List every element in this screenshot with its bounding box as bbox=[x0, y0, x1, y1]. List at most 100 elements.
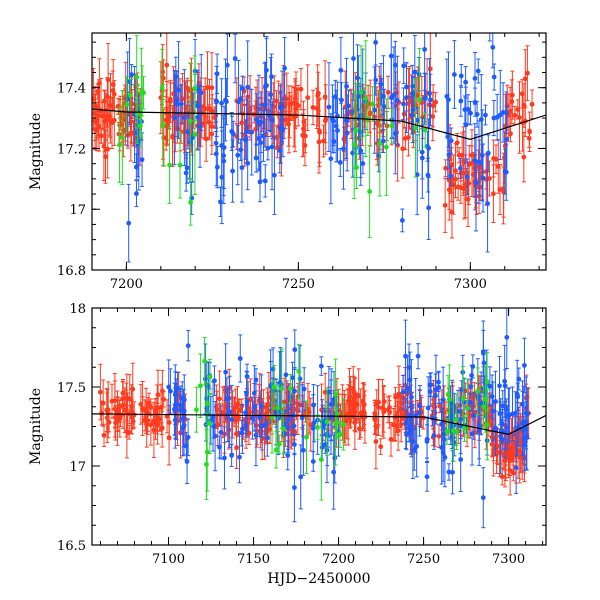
data-point-red bbox=[286, 101, 291, 147]
data-point-blue bbox=[168, 368, 173, 414]
data-point-green bbox=[383, 98, 389, 196]
data-point-red bbox=[203, 115, 209, 162]
data-point-blue bbox=[502, 148, 508, 195]
data-point-green bbox=[276, 434, 282, 454]
data-point-red bbox=[378, 438, 384, 455]
data-point-red bbox=[521, 131, 527, 183]
data-point-red bbox=[443, 159, 449, 178]
data-point-red bbox=[517, 81, 522, 154]
data-point-blue bbox=[506, 387, 511, 444]
data-point-red bbox=[314, 87, 320, 130]
x-tick-label: 7250 bbox=[407, 552, 440, 567]
x-tick-label: 7250 bbox=[282, 277, 315, 292]
data-point-red bbox=[220, 386, 226, 439]
data-point-blue bbox=[516, 406, 521, 447]
data-point-blue bbox=[232, 33, 238, 84]
data-point-blue bbox=[301, 367, 307, 411]
data-point-green bbox=[422, 112, 428, 148]
data-point-blue bbox=[229, 111, 235, 151]
data-point-blue bbox=[414, 415, 420, 478]
data-point-blue bbox=[485, 134, 491, 172]
data-point-blue bbox=[223, 343, 229, 402]
data-point-blue bbox=[494, 93, 500, 141]
data-point-green bbox=[198, 353, 203, 419]
data-point-blue bbox=[269, 103, 275, 191]
data-point-blue bbox=[392, 92, 398, 175]
data-point-blue bbox=[431, 421, 437, 450]
data-point-red bbox=[495, 138, 501, 194]
data-point-red bbox=[100, 379, 106, 427]
data-point-blue bbox=[399, 208, 405, 233]
data-point-green bbox=[204, 428, 209, 500]
data-point-red bbox=[388, 422, 394, 457]
data-point-red bbox=[103, 129, 108, 184]
data-point-blue bbox=[487, 33, 492, 42]
data-point-red bbox=[291, 86, 297, 148]
data-point-green bbox=[444, 417, 450, 445]
data-point-green bbox=[273, 431, 279, 469]
data-point-blue bbox=[522, 337, 527, 394]
y-axis-label: Magnitude bbox=[28, 113, 44, 190]
y-tick-label: 16.5 bbox=[57, 539, 86, 554]
data-point-blue bbox=[464, 158, 470, 196]
data-point-red bbox=[376, 379, 382, 426]
data-point-red bbox=[527, 111, 533, 153]
data-point-green bbox=[475, 367, 481, 415]
data-point-blue bbox=[458, 85, 464, 117]
data-point-blue bbox=[328, 113, 334, 205]
data-point-red bbox=[497, 164, 503, 216]
data-point-green bbox=[333, 380, 338, 466]
data-point-blue bbox=[236, 59, 241, 144]
data-point-red bbox=[352, 392, 357, 431]
data-point-blue bbox=[440, 422, 446, 482]
data-point-green bbox=[287, 374, 293, 404]
y-tick-label: 17.5 bbox=[57, 381, 86, 396]
data-point-blue bbox=[259, 401, 265, 451]
data-point-green bbox=[275, 383, 281, 433]
x-tick-label: 7150 bbox=[237, 552, 270, 567]
data-point-blue bbox=[341, 107, 346, 190]
data-point-red bbox=[145, 405, 151, 435]
data-point-green bbox=[315, 414, 320, 441]
model-curve bbox=[92, 108, 546, 140]
data-point-blue bbox=[235, 125, 241, 186]
data-point-blue bbox=[401, 47, 407, 85]
y-axis-label: Magnitude bbox=[28, 388, 44, 465]
data-point-green bbox=[134, 35, 140, 120]
x-axis-label: HJD−2450000 bbox=[267, 571, 370, 587]
data-point-green bbox=[370, 86, 376, 122]
data-point-blue bbox=[428, 73, 433, 127]
data-point-blue bbox=[344, 94, 350, 172]
data-point-red bbox=[266, 402, 271, 433]
y-tick-label: 17 bbox=[69, 460, 86, 475]
data-point-blue bbox=[244, 370, 249, 416]
data-point-blue bbox=[481, 349, 487, 377]
data-point-red bbox=[322, 60, 328, 134]
data-point-blue bbox=[283, 337, 289, 412]
data-point-blue bbox=[319, 434, 325, 461]
data-point-blue bbox=[195, 91, 201, 120]
data-point-blue bbox=[311, 403, 317, 443]
data-point-blue bbox=[264, 35, 269, 105]
data-point-blue bbox=[331, 434, 337, 510]
data-point-red bbox=[394, 400, 400, 427]
data-point-red bbox=[298, 67, 304, 111]
data-point-blue bbox=[292, 452, 297, 523]
data-point-blue bbox=[476, 120, 482, 204]
data-point-green bbox=[324, 405, 330, 439]
data-point-red bbox=[385, 396, 391, 424]
data-point-blue bbox=[227, 375, 233, 448]
data-point-blue bbox=[185, 418, 191, 457]
model-curve bbox=[92, 413, 546, 436]
data-point-red bbox=[274, 90, 279, 112]
data-point-blue bbox=[355, 44, 360, 112]
data-point-blue bbox=[126, 183, 132, 263]
data-point-green bbox=[279, 348, 285, 429]
data-point-blue bbox=[491, 100, 497, 137]
data-point-red bbox=[493, 144, 499, 175]
data-point-green bbox=[124, 76, 130, 133]
data-point-blue bbox=[426, 175, 432, 241]
data-point-blue bbox=[388, 33, 394, 99]
data-point-blue bbox=[406, 414, 412, 443]
